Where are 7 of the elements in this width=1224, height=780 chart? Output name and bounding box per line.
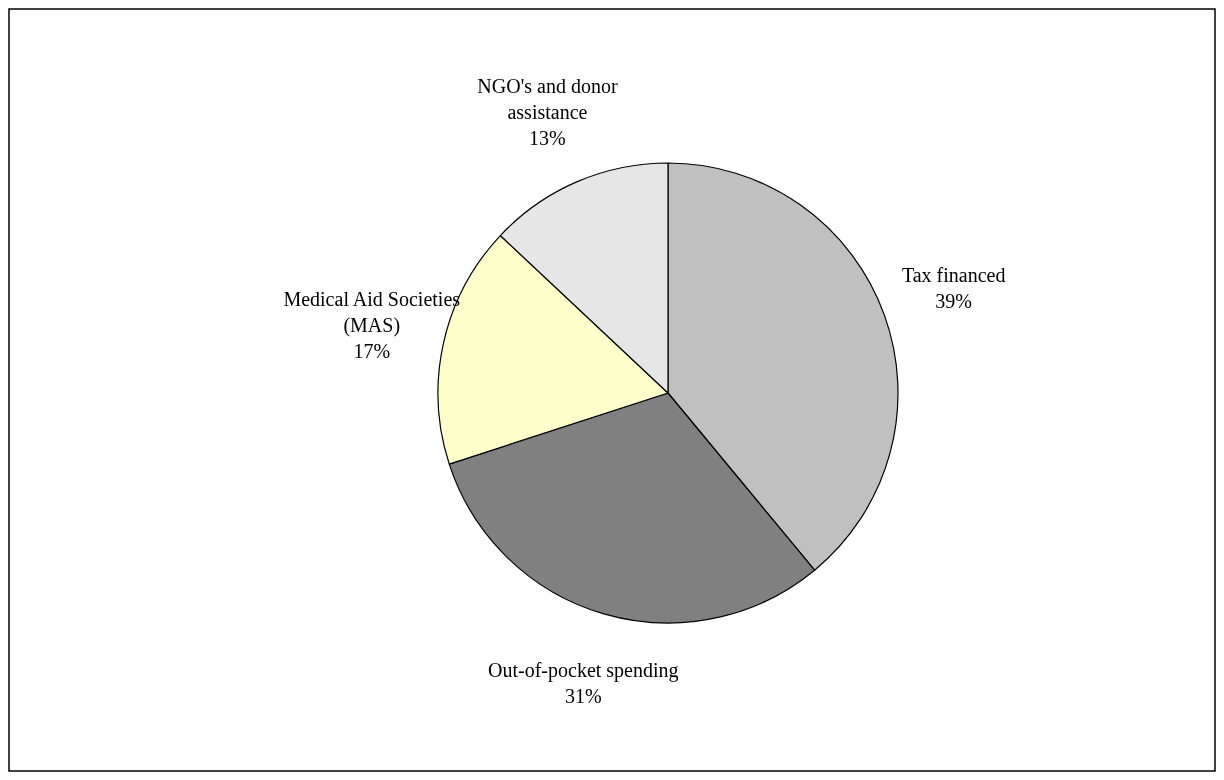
data-label: 39%	[935, 289, 972, 312]
slice-label: Tax financed	[901, 263, 1006, 286]
slice-label: NGO's and donor assistance	[477, 74, 618, 123]
data-label: 17%	[353, 339, 391, 362]
slice-label: Out-of-pocket spending	[488, 658, 679, 682]
data-label: 13%	[529, 126, 566, 149]
data-label: 31%	[564, 684, 602, 707]
